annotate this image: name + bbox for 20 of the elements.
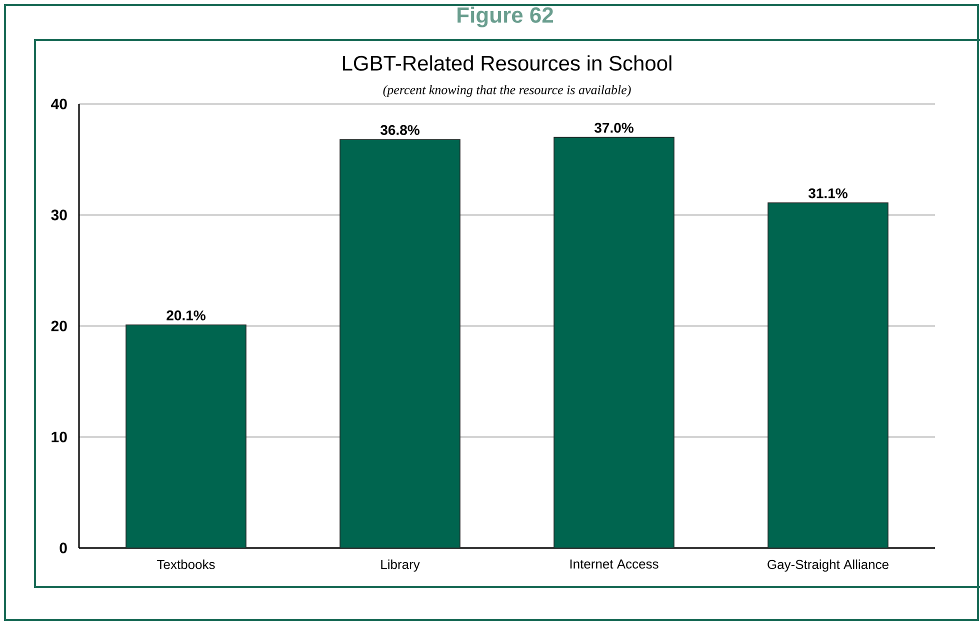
x-tick-label: Gay-Straight Alliance — [768, 560, 888, 572]
chart-title: LGBT-Related Resources in School — [342, 55, 672, 71]
x-tick-label: Textbooks — [157, 560, 215, 570]
data-label: 31.1% — [808, 188, 848, 198]
bar — [126, 324, 246, 548]
y-tick-label: 10 — [52, 432, 67, 442]
x-tick-label: Internet Access — [570, 560, 658, 569]
y-tick-label: 0 — [60, 542, 67, 554]
data-label: 36.8% — [380, 125, 420, 135]
caption: Figure 62 — [458, 6, 554, 28]
data-label: 20.1% — [166, 310, 206, 320]
x-tick-label: Library — [381, 560, 420, 572]
y-tick-label: 30 — [51, 210, 67, 220]
bar — [768, 202, 888, 548]
y-tick-label: 20 — [51, 320, 67, 332]
bar — [340, 139, 460, 548]
chart-subtitle: (percent knowing that the resource is available) — [383, 85, 631, 97]
data-label: 37.0% — [594, 122, 634, 133]
bar — [554, 136, 674, 548]
y-tick-label: 40 — [51, 98, 67, 110]
